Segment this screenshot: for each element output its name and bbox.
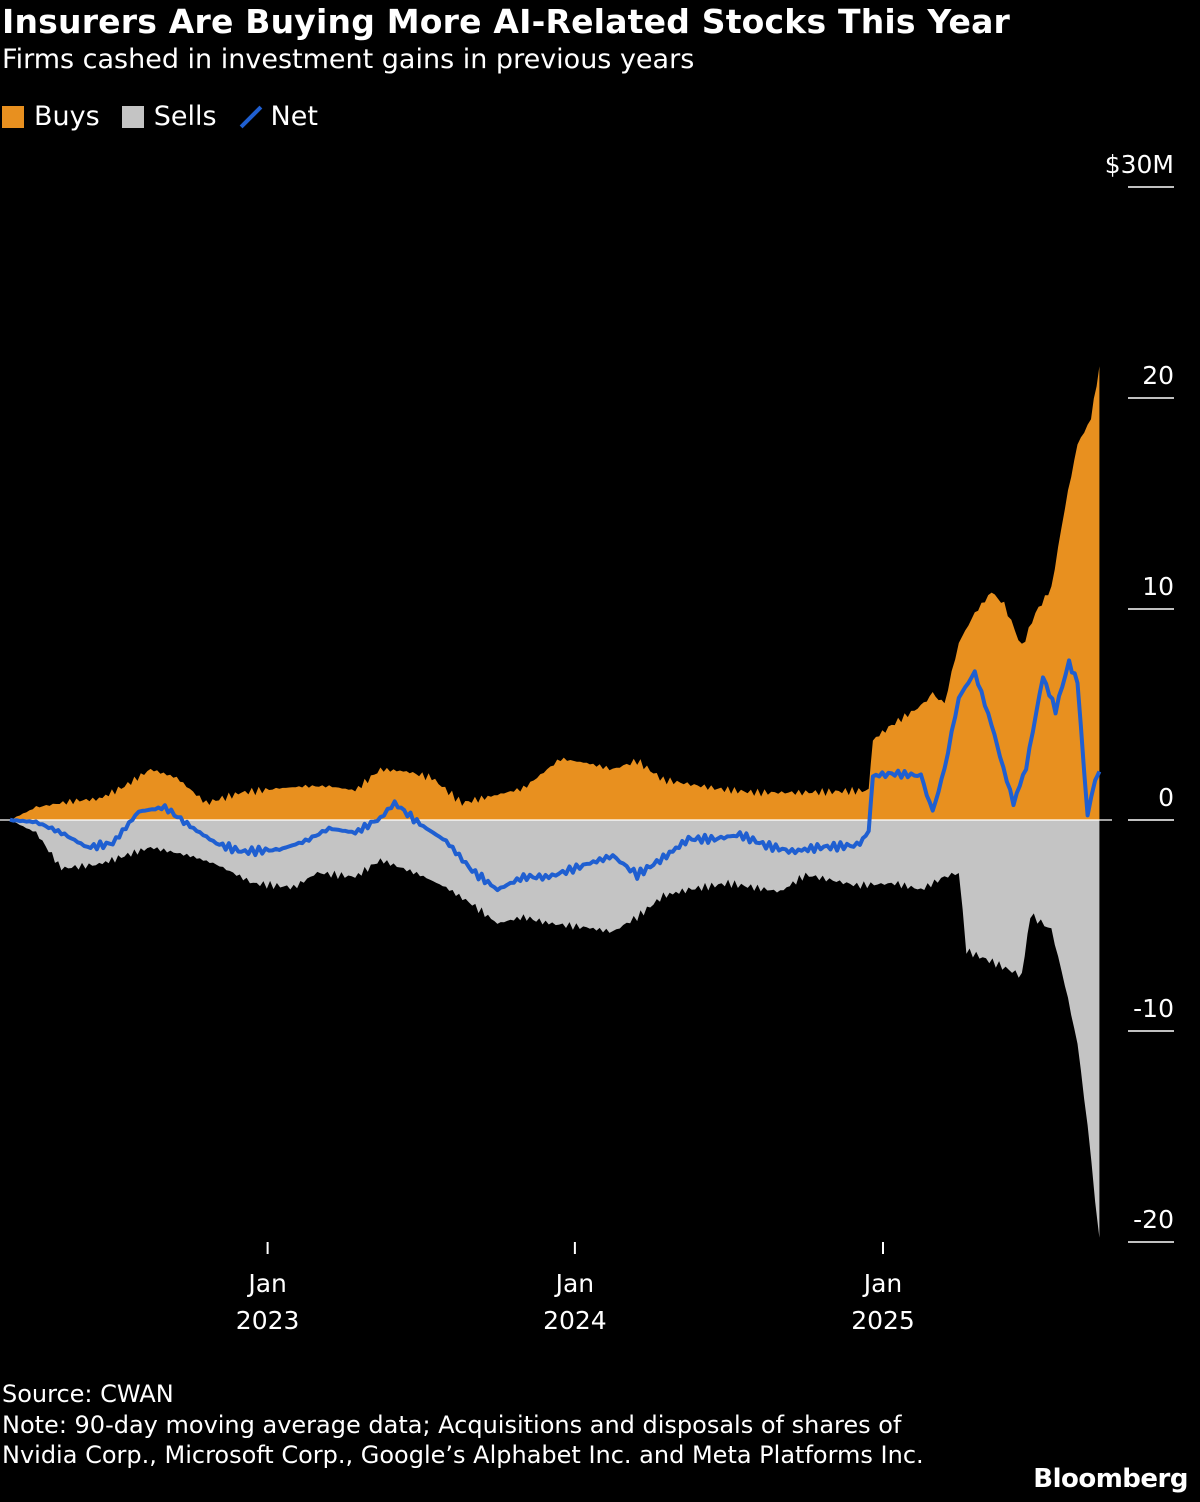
x-tick-label-month: Jan: [554, 1269, 595, 1298]
legend-swatch-sells: [121, 105, 144, 128]
legend-label-net: Net: [270, 101, 318, 132]
legend-label-sells: Sells: [153, 101, 217, 132]
legend-label-buys: Buys: [34, 101, 100, 132]
x-tick-label-month: Jan: [862, 1269, 903, 1298]
y-tick-label: 0: [1158, 783, 1174, 812]
legend-item-buys: Buys: [2, 101, 100, 132]
x-tick-label-year: 2023: [236, 1306, 300, 1335]
chart-title: Insurers Are Buying More AI-Related Stoc…: [2, 2, 1011, 41]
net-line: [9, 658, 1102, 893]
bloomberg-logo: Bloomberg: [1033, 1464, 1188, 1494]
legend-swatch-buys: [2, 105, 24, 128]
x-tick-label-month: Jan: [246, 1269, 287, 1298]
footnote: Note: 90-day moving average data; Acquis…: [2, 1411, 924, 1469]
legend-item-net: Net: [239, 101, 318, 132]
y-tick-label: 10: [1142, 572, 1174, 601]
sells-area: [10, 819, 1100, 1238]
legend-swatch-net: [239, 106, 261, 128]
buys-area: [10, 366, 1100, 820]
y-tick-label: $30M: [1105, 150, 1174, 179]
legend-item-sells: Sells: [121, 101, 217, 132]
chart-canvas: $30M 20 10 0 -10 -20 Jan 2023 Jan 2024 Jan 2025: [0, 150, 1174, 1335]
chart-subtitle: Firms cashed in investment gains in prev…: [2, 44, 695, 75]
legend: Buys Sells Net: [2, 101, 340, 132]
x-tick-label-year: 2024: [543, 1306, 607, 1335]
source-note: Source: CWAN: [2, 1380, 174, 1408]
y-tick-label: -20: [1133, 1205, 1174, 1234]
x-tick-label-year: 2025: [851, 1306, 915, 1335]
y-tick-label: 20: [1142, 361, 1174, 390]
y-tick-label: -10: [1133, 994, 1174, 1023]
